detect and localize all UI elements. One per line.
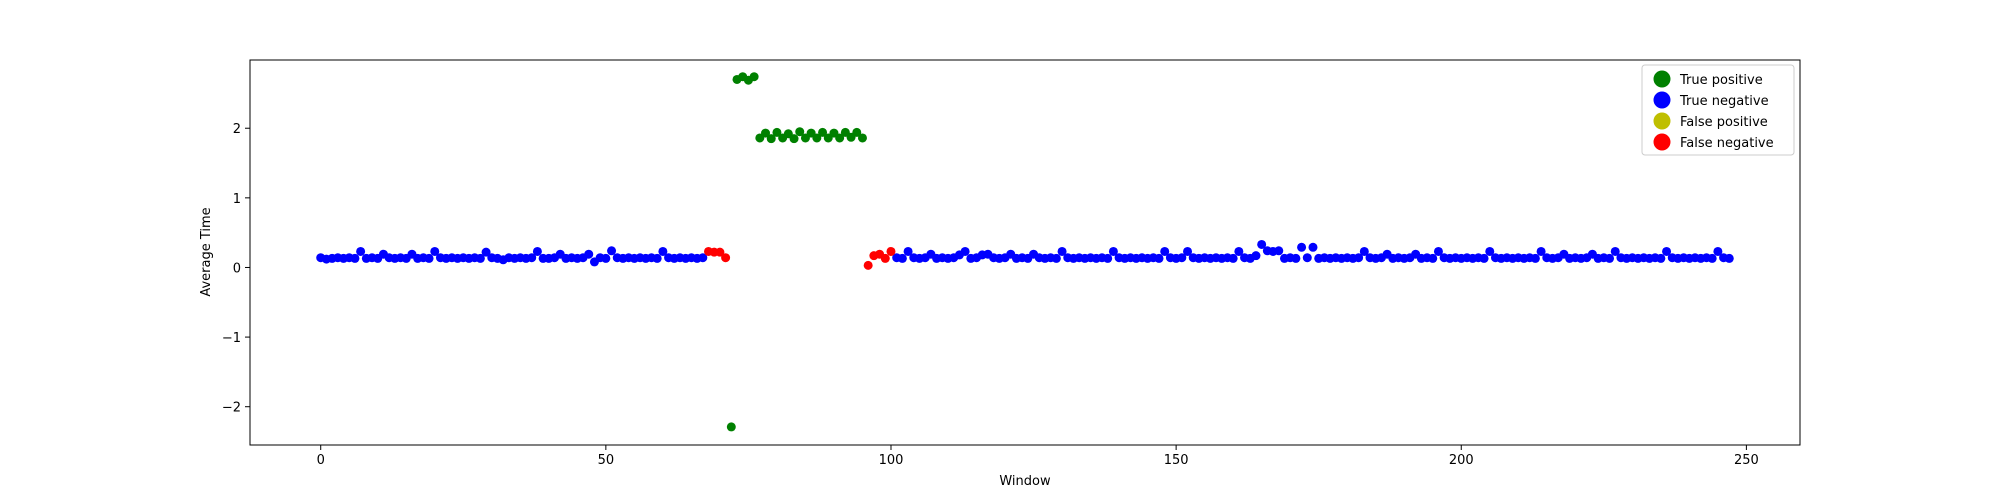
x-axis-label: Window <box>999 474 1051 489</box>
point-true-negative <box>601 253 611 263</box>
point-true-negative <box>1103 253 1113 263</box>
point-false-negative <box>880 253 890 263</box>
point-true-negative <box>356 246 366 256</box>
point-true-negative <box>1302 253 1312 263</box>
point-true-negative <box>1485 246 1495 256</box>
y-tick-label: 1 <box>233 192 241 207</box>
legend-label-true-negative: True negative <box>1679 94 1769 109</box>
point-true-positive <box>789 134 799 144</box>
y-tick-label: 2 <box>233 122 241 137</box>
point-true-negative <box>584 249 594 259</box>
x-tick-label: 50 <box>598 453 615 468</box>
point-true-positive <box>761 128 771 138</box>
point-true-negative <box>1051 253 1061 263</box>
point-true-negative <box>1724 253 1734 263</box>
point-true-negative <box>1662 246 1672 256</box>
x-axis-ticks: 0 50 100 150 200 250 <box>317 445 1759 468</box>
point-true-negative <box>1308 242 1318 252</box>
point-true-negative <box>1177 253 1187 263</box>
point-true-positive <box>835 133 845 143</box>
point-true-negative <box>1257 239 1267 249</box>
point-true-negative <box>1291 253 1301 263</box>
y-axis-label: Average Time <box>199 207 214 296</box>
x-tick-label: 100 <box>879 453 904 468</box>
legend-marker-false-positive <box>1653 112 1671 130</box>
x-tick-label: 0 <box>317 453 325 468</box>
y-tick-label: 0 <box>233 261 241 276</box>
point-true-positive <box>749 72 759 82</box>
point-true-negative <box>1057 246 1067 256</box>
point-true-negative <box>350 253 360 263</box>
point-true-negative <box>1234 246 1244 256</box>
point-true-negative <box>1251 251 1261 261</box>
point-true-negative <box>430 246 440 256</box>
point-true-negative <box>1536 246 1546 256</box>
point-false-negative <box>886 246 896 256</box>
point-true-negative <box>1359 246 1369 256</box>
point-true-negative <box>1605 253 1615 263</box>
x-tick-label: 250 <box>1734 453 1759 468</box>
point-true-negative <box>1228 253 1238 263</box>
point-true-negative <box>1713 246 1723 256</box>
point-true-negative <box>1433 246 1443 256</box>
point-true-negative <box>1610 246 1620 256</box>
point-true-negative <box>1530 253 1540 263</box>
point-true-negative <box>903 246 913 256</box>
legend-marker-true-positive <box>1653 70 1671 88</box>
point-true-negative <box>1160 246 1170 256</box>
legend-label-true-positive: True positive <box>1679 73 1763 88</box>
legend-marker-false-negative <box>1653 133 1671 151</box>
point-true-negative <box>527 253 537 263</box>
y-axis-ticks: −2 −1 0 1 2 <box>222 122 250 416</box>
point-true-negative <box>1428 253 1438 263</box>
x-tick-label: 200 <box>1449 453 1474 468</box>
point-true-negative <box>475 253 485 263</box>
point-true-negative <box>897 253 907 263</box>
point-true-positive <box>726 422 736 432</box>
point-true-negative <box>1354 253 1364 263</box>
point-true-negative <box>1274 246 1284 256</box>
data-points <box>316 72 1734 432</box>
point-true-negative <box>1108 246 1118 256</box>
point-true-negative <box>658 246 668 256</box>
legend-label-false-positive: False positive <box>1680 115 1768 130</box>
point-true-negative <box>607 246 617 256</box>
point-true-positive <box>857 133 867 143</box>
point-true-negative <box>1479 253 1489 263</box>
point-true-positive <box>812 133 822 143</box>
legend-marker-true-negative <box>1653 91 1671 109</box>
point-false-negative <box>863 260 873 270</box>
point-true-positive <box>795 127 805 137</box>
point-true-negative <box>481 247 491 257</box>
point-false-negative <box>721 253 731 263</box>
point-true-negative <box>1297 242 1307 252</box>
legend-label-false-negative: False negative <box>1680 136 1774 151</box>
y-tick-label: −2 <box>222 401 241 416</box>
point-true-negative <box>1183 246 1193 256</box>
x-tick-label: 150 <box>1164 453 1189 468</box>
point-true-positive <box>766 134 776 144</box>
point-true-negative <box>1154 253 1164 263</box>
point-true-negative <box>532 246 542 256</box>
legend: True positive True negative False positive… <box>1641 64 1795 156</box>
point-false-negative <box>715 247 725 257</box>
legend-box <box>1641 64 1795 156</box>
point-true-negative <box>960 246 970 256</box>
point-true-negative <box>652 253 662 263</box>
point-true-positive <box>818 127 828 137</box>
point-true-negative <box>1707 253 1717 263</box>
plot-frame <box>249 59 1801 446</box>
point-true-negative <box>698 253 708 263</box>
y-tick-label: −1 <box>222 331 241 346</box>
point-true-negative <box>1656 253 1666 263</box>
point-true-negative <box>424 253 434 263</box>
point-true-positive <box>772 127 782 137</box>
point-true-positive <box>852 127 862 137</box>
